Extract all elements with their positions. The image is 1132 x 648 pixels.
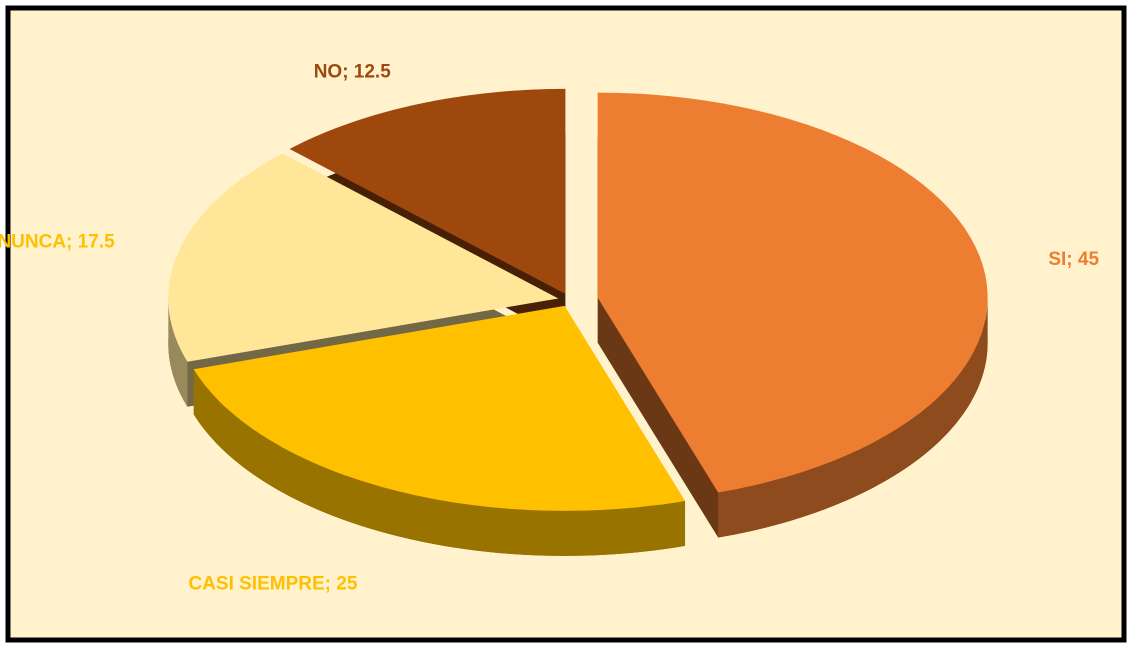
- slice: [597, 92, 988, 493]
- data-label: NO; 12.5: [314, 61, 392, 82]
- data-label: SI; 45: [1048, 249, 1099, 270]
- slice-wall: [718, 297, 988, 538]
- data-label: CASI NUNCA; 17.5: [0, 231, 115, 252]
- slice: [168, 153, 559, 362]
- data-label: CASI SIEMPRE; 25: [188, 574, 357, 595]
- slice-wall: [168, 298, 188, 407]
- slice: [193, 305, 686, 511]
- slice: [289, 88, 566, 294]
- slice-wall: [193, 369, 686, 556]
